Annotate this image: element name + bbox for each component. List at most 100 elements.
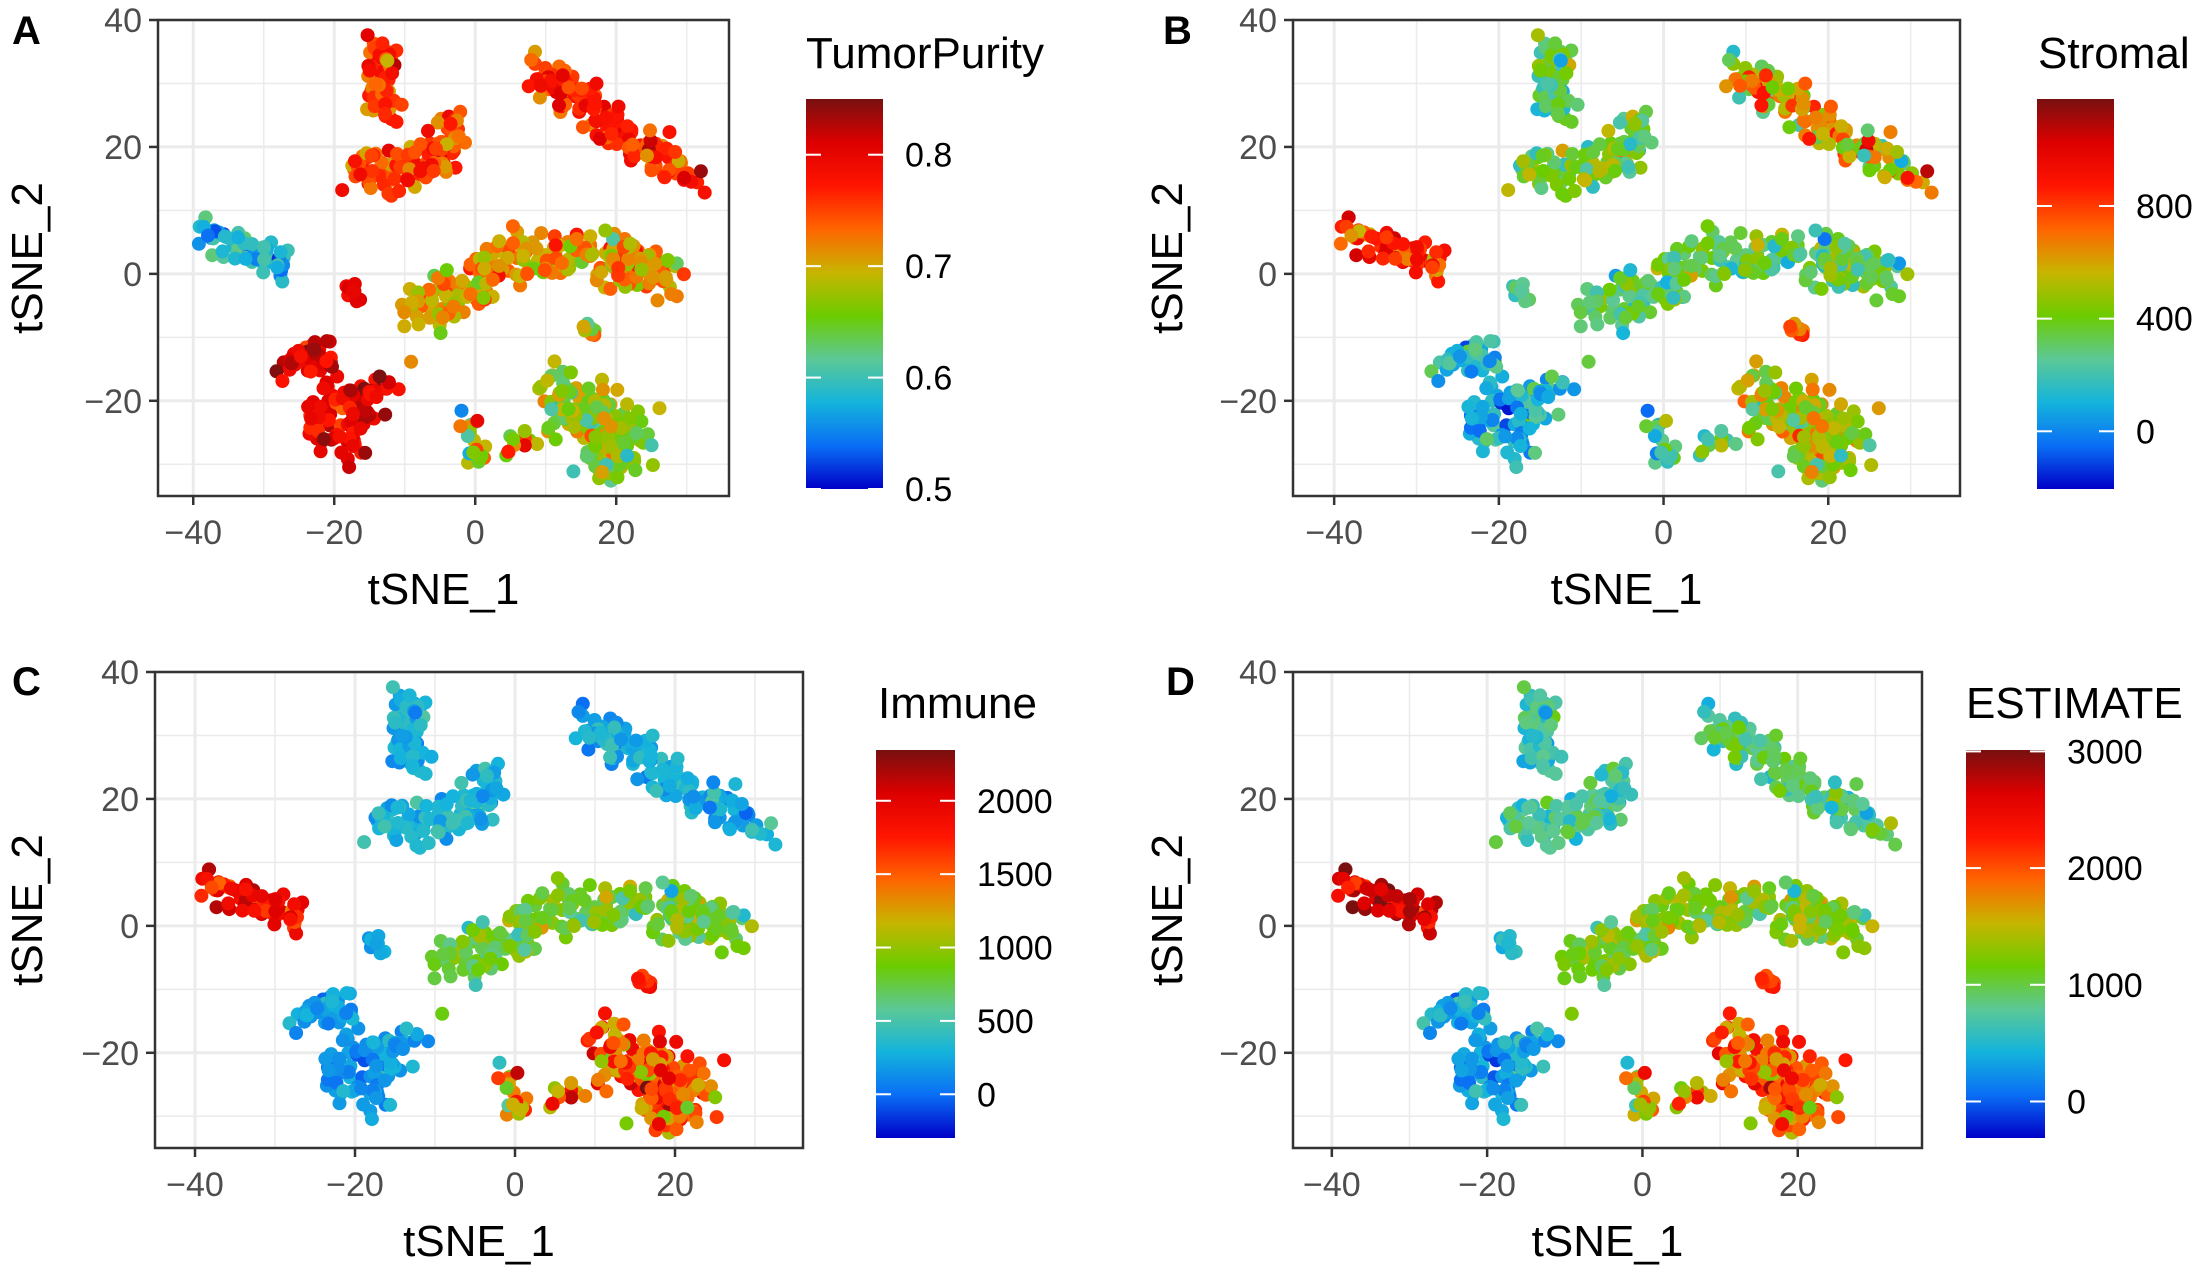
data-point [502,939,517,954]
data-point [1677,1084,1692,1099]
data-point [527,924,542,939]
data-point [1528,403,1543,418]
data-point [668,145,683,159]
data-point [595,382,610,397]
data-point [518,902,533,917]
data-point [1785,778,1800,793]
data-point [1787,884,1802,899]
data-point [646,270,661,285]
data-point [1559,66,1574,81]
data-point [1468,1033,1483,1048]
data-point [604,126,619,141]
data-point [1573,305,1588,320]
data-point [380,53,395,68]
data-point [634,262,649,277]
data-point [1727,750,1742,765]
data-point [1767,749,1782,764]
data-point [1883,125,1898,140]
data-point [1524,751,1539,766]
data-point [1706,742,1721,757]
data-point [533,78,548,93]
data-point [1714,1025,1729,1040]
data-point [1765,80,1780,95]
data-point [1920,164,1935,179]
data-point [1817,232,1832,247]
data-point [1684,258,1699,273]
data-point [768,837,783,852]
data-point [1604,789,1618,804]
data-point [319,334,334,349]
data-point [1749,354,1764,369]
data-point [316,381,331,396]
data-point [545,1096,560,1111]
data-point [1344,228,1359,243]
data-point [662,1071,676,1086]
data-point [1382,903,1397,918]
data-point [709,922,724,937]
data-point [1575,789,1590,804]
data-point [1468,1084,1483,1099]
data-point [408,705,423,720]
data-point [1677,272,1692,287]
data-point [1661,886,1676,901]
data-point [1486,1081,1501,1096]
plot-border [1291,670,1924,1150]
data-point [395,1042,410,1056]
scatter-points [194,680,783,1140]
data-point [1831,1110,1846,1125]
data-point [445,789,460,804]
data-point [372,369,387,384]
data-point [1442,356,1457,371]
data-point [494,957,509,972]
data-point [696,1066,711,1081]
data-point [1757,1065,1772,1079]
data-point [1884,816,1898,831]
data-point [1602,812,1617,826]
data-point [659,272,674,287]
data-point [686,789,701,804]
data-point [339,986,354,1001]
panel-label: B [1163,9,1192,53]
data-point [460,815,475,830]
data-point [1471,1006,1486,1021]
data-point [257,252,272,267]
data-point [1567,382,1582,397]
data-point [1574,816,1589,831]
data-point [1458,994,1472,1009]
data-point [564,1090,579,1105]
data-point [534,226,549,241]
data-point [645,728,660,743]
data-point [358,445,373,460]
data-point [1733,226,1748,241]
data-point [369,390,384,404]
data-point [1740,1017,1755,1032]
data-point [1417,912,1432,927]
x-tick-label: −20 [1458,1166,1516,1204]
data-point [562,901,577,915]
data-point [287,897,302,912]
data-point [517,438,532,453]
data-point [465,767,480,782]
data-point [1654,445,1669,460]
data-point [1379,230,1394,245]
data-point [1789,381,1803,396]
data-point [714,945,729,960]
data-point [475,789,490,804]
data-point [505,219,520,234]
data-point [1651,287,1665,302]
data-point [1522,167,1537,182]
data-point [354,1081,369,1096]
data-point [1516,680,1531,695]
data-point [1728,241,1743,256]
data-point [1810,801,1825,816]
data-point [1409,240,1424,255]
data-point [1814,281,1829,296]
data-point [669,1034,684,1049]
data-point [535,910,550,925]
data-point [1869,293,1884,308]
data-point [1849,777,1864,792]
data-point [1700,236,1715,251]
data-point [681,904,696,919]
y-axis-title: tSNE_2 [1143,834,1192,986]
data-point [1608,163,1622,178]
